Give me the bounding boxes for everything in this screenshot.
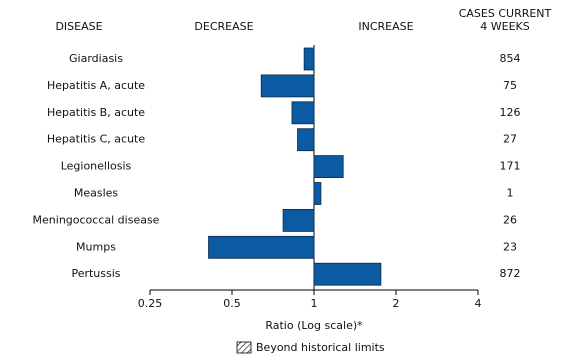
header-increase: INCREASE <box>358 20 413 33</box>
bar <box>297 128 315 152</box>
bar <box>313 182 322 205</box>
cases-value: 75 <box>503 79 517 92</box>
cases-value: 126 <box>500 106 521 119</box>
category-label: Measles <box>74 187 119 200</box>
category-label: Hepatitis C, acute <box>47 133 145 146</box>
bar <box>282 208 315 232</box>
cases-value: 27 <box>503 133 517 146</box>
category-label: Pertussis <box>71 267 120 280</box>
bar <box>313 262 382 286</box>
cases-value: 26 <box>503 213 517 226</box>
x-tick-label: 0.5 <box>223 297 241 310</box>
x-tick-label: 0.25 <box>138 297 163 310</box>
bar <box>303 47 315 71</box>
cases-value: 1 <box>507 187 514 200</box>
category-label: Hepatitis A, acute <box>47 79 145 92</box>
category-label: Meningococcal disease <box>33 213 160 226</box>
bar <box>208 235 315 259</box>
header-cases: 4 WEEKS <box>480 20 529 33</box>
cases-value: 854 <box>500 52 521 65</box>
cases-value: 872 <box>500 267 521 280</box>
header-decrease: DECREASE <box>194 20 253 33</box>
header-disease: DISEASE <box>55 20 102 33</box>
x-tick-label: 4 <box>475 297 482 310</box>
bar <box>260 74 315 98</box>
legend-swatch <box>236 341 252 354</box>
bar <box>313 155 344 179</box>
legend-label: Beyond historical limits <box>256 341 385 354</box>
cases-value: 23 <box>503 240 517 253</box>
cases-value: 171 <box>500 160 521 173</box>
category-label: Legionellosis <box>61 160 132 173</box>
x-tick-label: 2 <box>393 297 400 310</box>
header-cases: CASES CURRENT <box>459 7 552 20</box>
x-axis-label: Ratio (Log scale)* <box>265 319 363 332</box>
x-tick-label: 1 <box>311 297 318 310</box>
category-label: Mumps <box>76 240 116 253</box>
category-label: Giardiasis <box>69 52 123 65</box>
bar <box>291 101 315 125</box>
category-label: Hepatitis B, acute <box>47 106 145 119</box>
